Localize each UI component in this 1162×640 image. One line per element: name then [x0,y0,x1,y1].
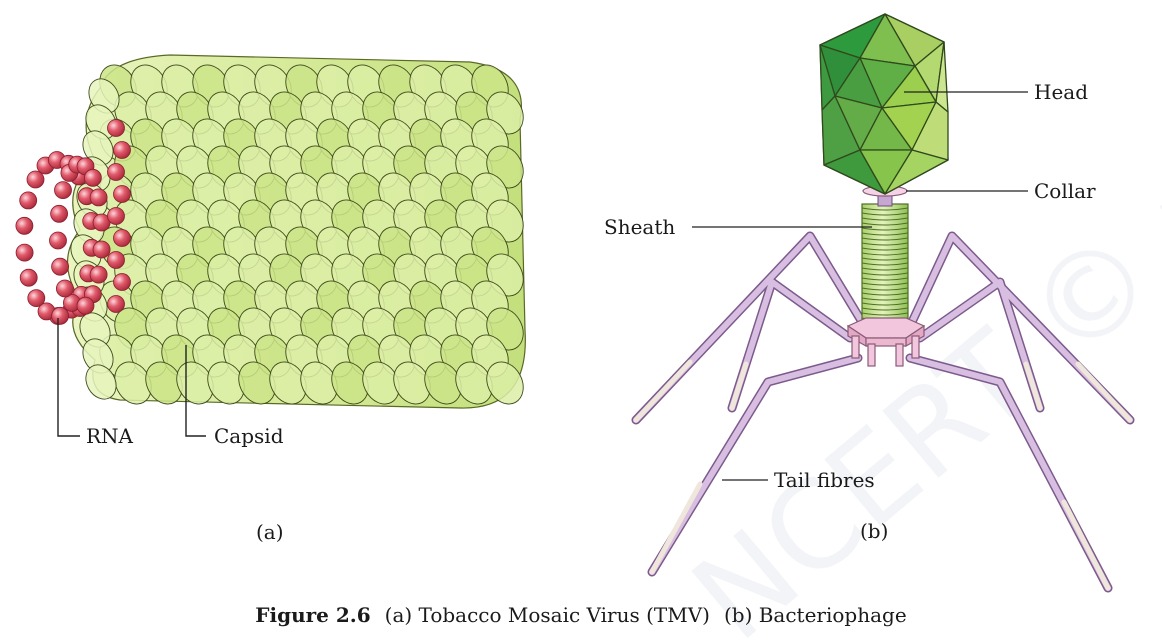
capsid-subunit [85,364,117,400]
caption-part-b: (b) Bacteriophage [723,603,907,627]
rna-bead [19,268,38,287]
tail-fibres-label: Tail fibres [774,468,875,492]
capsid-label: Capsid [214,424,284,448]
sheath-ring [861,217,909,221]
sheath-ring [861,242,909,246]
rna-bead [89,265,108,284]
tail-fibres [631,231,1135,593]
panel-b-letter: (b) [860,519,888,543]
rna-bead [54,181,72,200]
caption-part-a: (a) Tobacco Mosaic Virus (TMV) [384,603,710,627]
sheath-ring [861,312,909,316]
rna-bead [107,163,125,181]
rna-bead [49,231,67,250]
sheath-ring [861,267,909,271]
head-label: Head [1034,80,1088,104]
capsid-subunits [70,64,524,405]
rna-bead [89,188,108,207]
sheath-ring [861,257,909,261]
tmv-diagram: RNA Capsid (a) [15,54,526,544]
rna-label: RNA [86,424,134,448]
sheath-ring [861,287,909,291]
rna-bead [15,243,34,262]
rna-bead [50,204,68,223]
rna-bead [76,296,95,315]
sheath-label: Sheath [604,215,675,239]
rna-bead [107,207,125,225]
sheath-ring [861,207,909,211]
rna-bead [113,273,131,291]
rna-bead [113,141,131,159]
rna-bead [56,279,74,298]
sheath-ring [861,272,909,276]
sheath-ring [861,212,909,216]
panel-a-letter: (a) [256,520,284,544]
rna-leader [57,318,80,437]
sheath-ring [861,297,909,301]
rna-bead [107,251,125,269]
rna-bead [51,257,69,276]
sheath-ring [861,222,909,226]
bacteriophage-diagram: Head Collar Sheath Tail fibres (b) [604,13,1135,593]
sheath-ring [861,302,909,306]
figure-number: Figure 2.6 [255,603,371,627]
rna-bead [51,306,69,325]
sheath-ring [861,277,909,281]
sheath-ring [861,282,909,286]
rna-bead [27,289,46,308]
rna-bead [92,240,111,259]
head [819,13,949,195]
sheath-ring [861,247,909,251]
capsid-subunit [486,361,524,405]
collar-label: Collar [1034,179,1096,203]
sheath-ring [861,307,909,311]
rna-bead [113,185,131,203]
base-plate [846,317,926,367]
rna-bead [19,191,38,210]
rna-strand [15,119,131,325]
sheath-ring [861,227,909,231]
rna-bead [26,170,45,189]
sheath-ring [861,232,909,236]
rna-bead [107,119,125,137]
sheath-ring [861,292,909,296]
rna-bead [84,168,102,187]
capsid-leader [185,345,206,437]
rna-bead [15,216,34,235]
figure-caption: Figure 2.6 (a) Tobacco Mosaic Virus (TMV)… [0,603,1162,627]
sheath-ring [861,252,909,256]
sheath-ring [861,237,909,241]
sheath-ring [861,262,909,266]
rna-bead [107,295,125,313]
rna-bead [113,229,131,247]
